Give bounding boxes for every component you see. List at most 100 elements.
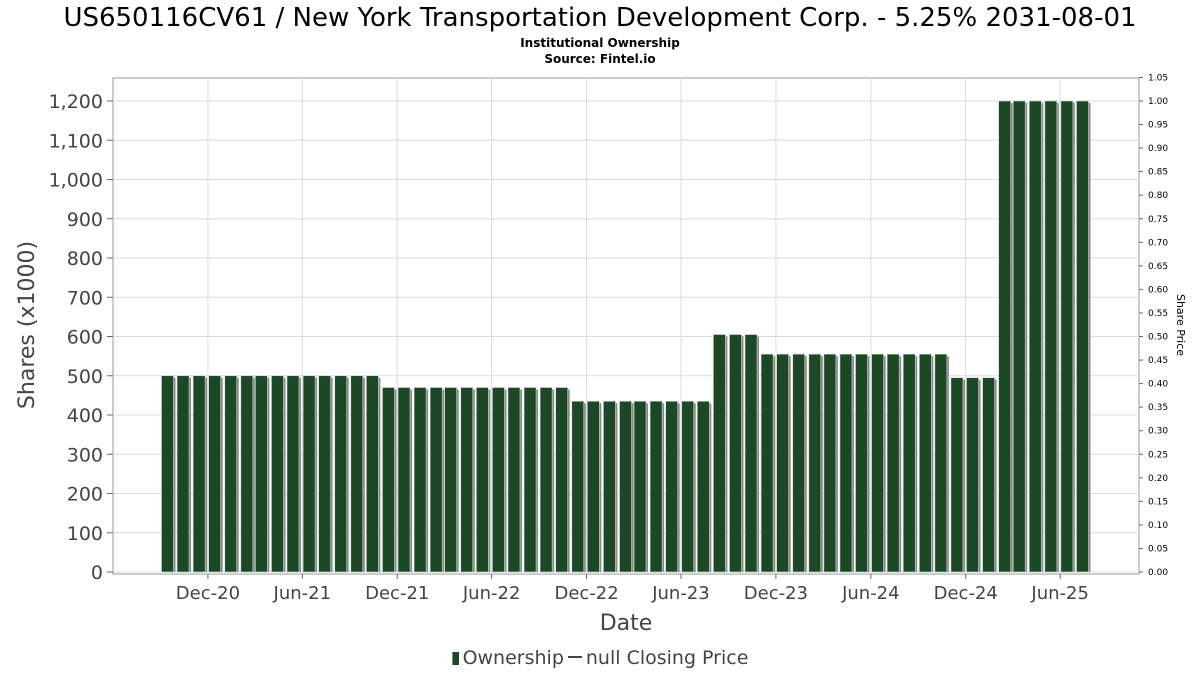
ownership-bar bbox=[334, 375, 348, 573]
ownership-bar bbox=[318, 375, 331, 573]
ownership-bar bbox=[665, 400, 678, 573]
y-tick-label: 0 bbox=[91, 562, 103, 584]
ownership-bar bbox=[744, 334, 758, 573]
right-axis: 0.00 0.05 0.10 0.15 0.20 0.25 0.30 0.35 0.40 0.45… bbox=[1139, 73, 1168, 578]
ownership-bar bbox=[555, 387, 568, 573]
x-tick-label: Dec-22 bbox=[554, 583, 618, 604]
ownership-bar bbox=[587, 400, 600, 573]
left-axis: 0 100 200 300 400 500 600 700 800 900 1,000 1,100 1,… bbox=[49, 91, 113, 584]
y2-tick-label: 0.70 bbox=[1148, 238, 1168, 248]
ownership-bar bbox=[998, 100, 1011, 573]
x-tick-label: Dec-23 bbox=[744, 583, 808, 604]
x-tick-label: Jun-23 bbox=[651, 583, 710, 604]
y2-tick-label: 0.90 bbox=[1148, 144, 1168, 154]
y2-tick-label: 0.85 bbox=[1148, 168, 1168, 178]
x-tick-label: Dec-20 bbox=[176, 583, 240, 604]
chart-title: US650116CV61 / New York Transportation D… bbox=[63, 3, 1137, 33]
ownership-bar bbox=[224, 375, 238, 573]
chart-subtitle: Institutional Ownership bbox=[520, 36, 680, 50]
ownership-bar bbox=[302, 375, 316, 573]
ownership-bar bbox=[192, 375, 206, 573]
y2-tick-label: 0.80 bbox=[1148, 191, 1168, 201]
y2-tick-label: 0.20 bbox=[1148, 474, 1168, 484]
ownership-bar bbox=[161, 375, 174, 573]
ownership-bar bbox=[808, 353, 822, 573]
y-tick-label: 400 bbox=[67, 405, 103, 427]
ownership-bar bbox=[271, 375, 284, 573]
bottom-axis: Dec-20 Jun-21 Dec-21 Jun-22 Dec-22 Jun-23 Dec-… bbox=[176, 574, 1089, 604]
y-tick-label: 1,200 bbox=[49, 91, 103, 113]
ownership-bar bbox=[176, 375, 190, 573]
y2-tick-label: 0.45 bbox=[1148, 356, 1168, 366]
y-tick-label: 800 bbox=[67, 248, 103, 270]
ownership-bar bbox=[649, 400, 663, 573]
ownership-bar bbox=[366, 375, 379, 573]
ownership-bar bbox=[1028, 100, 1042, 573]
ownership-bar bbox=[839, 353, 853, 573]
ownership-bar bbox=[919, 353, 932, 573]
y-tick-label: 600 bbox=[67, 327, 103, 349]
x-axis-label: Date bbox=[600, 611, 653, 636]
y-tick-label: 200 bbox=[67, 484, 103, 506]
x-tick-label: Jun-22 bbox=[462, 583, 521, 604]
ownership-bar bbox=[286, 375, 300, 573]
ownership-bar bbox=[1012, 100, 1026, 573]
ownership-bar bbox=[397, 387, 411, 573]
x-tick-label: Jun-24 bbox=[841, 583, 900, 604]
ownership-bar bbox=[350, 375, 364, 573]
y-tick-label: 1,100 bbox=[49, 130, 103, 152]
y2-axis-label: Share Price bbox=[1174, 294, 1187, 356]
ownership-bar bbox=[382, 387, 395, 573]
ownership-bar bbox=[460, 387, 474, 573]
y-axis-label: Shares (x1000) bbox=[15, 241, 40, 409]
ownership-bar bbox=[886, 353, 900, 573]
y2-tick-label: 1.05 bbox=[1148, 73, 1168, 83]
y2-tick-label: 1.00 bbox=[1148, 97, 1168, 107]
ownership-bar bbox=[776, 353, 789, 573]
ownership-bar bbox=[792, 353, 806, 573]
bar-series bbox=[161, 100, 1091, 573]
ownership-bar bbox=[697, 400, 710, 573]
ownership-bar bbox=[1076, 100, 1089, 573]
ownership-bar bbox=[982, 377, 995, 573]
y2-tick-label: 0.35 bbox=[1148, 403, 1168, 413]
ownership-bar bbox=[539, 387, 553, 573]
ownership-bar bbox=[208, 375, 221, 573]
ownership-bar bbox=[429, 387, 443, 573]
y-tick-label: 500 bbox=[67, 366, 103, 388]
y2-tick-label: 0.25 bbox=[1148, 450, 1168, 460]
ownership-bar bbox=[1060, 100, 1074, 573]
ownership-bar bbox=[713, 334, 726, 573]
ownership-bar bbox=[855, 353, 868, 573]
y2-tick-label: 0.50 bbox=[1148, 333, 1168, 343]
ownership-bar bbox=[523, 387, 537, 573]
ownership-bar bbox=[681, 400, 695, 573]
ownership-bar bbox=[492, 387, 505, 573]
y2-tick-label: 0.00 bbox=[1148, 568, 1168, 578]
y2-tick-label: 0.10 bbox=[1148, 521, 1168, 531]
x-tick-label: Jun-25 bbox=[1030, 583, 1089, 604]
ownership-bar bbox=[950, 377, 964, 573]
legend: Ownership null Closing Price bbox=[0, 647, 1200, 669]
ownership-bar bbox=[571, 400, 585, 573]
y2-tick-label: 0.95 bbox=[1148, 121, 1168, 131]
ownership-bar bbox=[413, 387, 427, 573]
ownership-bar bbox=[934, 353, 948, 573]
y2-tick-label: 0.30 bbox=[1148, 427, 1168, 437]
ownership-bar bbox=[444, 387, 457, 573]
ownership-swatch bbox=[451, 652, 459, 665]
y2-tick-label: 0.05 bbox=[1148, 544, 1168, 554]
y-tick-label: 300 bbox=[67, 444, 103, 466]
ownership-bar bbox=[729, 334, 742, 573]
ownership-bar bbox=[240, 375, 254, 573]
y2-tick-label: 0.75 bbox=[1148, 215, 1168, 225]
chart-source: Source: Fintel.io bbox=[544, 52, 656, 66]
y-tick-label: 1,000 bbox=[49, 170, 103, 192]
ownership-bar bbox=[871, 353, 884, 573]
ownership-bar bbox=[507, 387, 521, 573]
ownership-bar bbox=[1044, 100, 1058, 573]
ownership-bar bbox=[603, 400, 616, 573]
ownership-bar bbox=[966, 377, 979, 573]
y2-tick-label: 0.65 bbox=[1148, 262, 1168, 272]
